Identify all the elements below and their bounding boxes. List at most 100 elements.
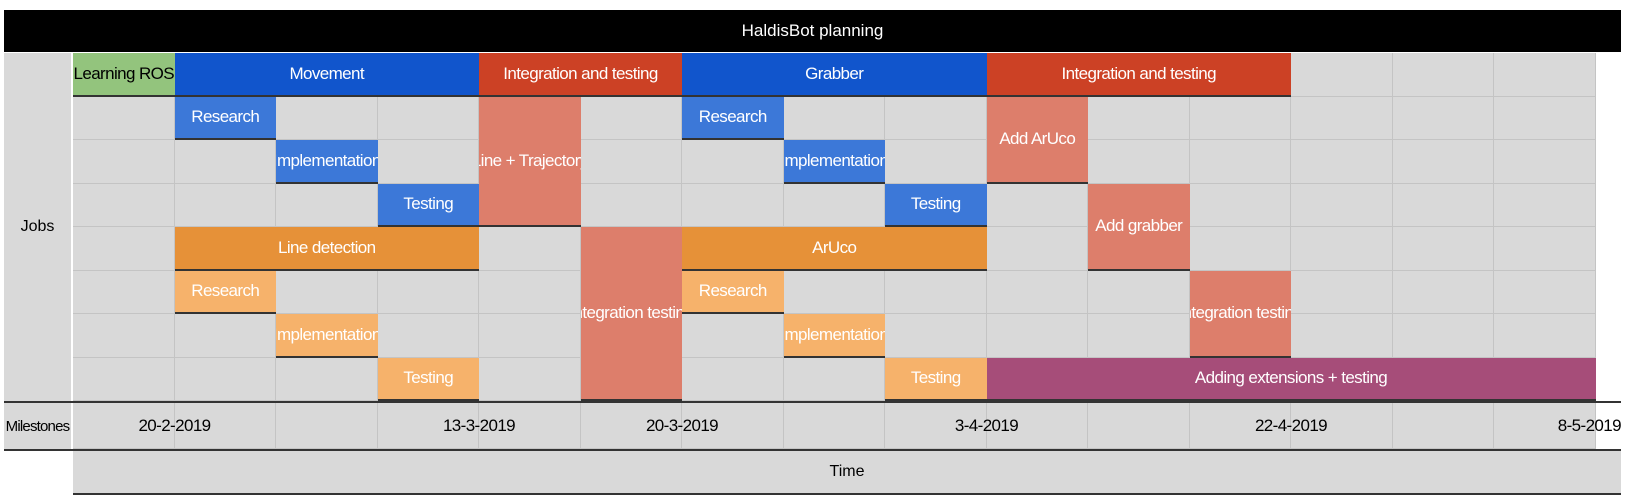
- grid-cell: [1291, 183, 1393, 227]
- milestone-cell: [377, 403, 479, 449]
- grid-cell: [986, 270, 1088, 314]
- grid-cell: [73, 183, 175, 227]
- grid-cell: [1291, 96, 1393, 140]
- milestone-cell: [580, 403, 682, 449]
- grid-cell: [1494, 270, 1596, 314]
- grid-cell: [580, 183, 682, 227]
- grid-cell: [276, 183, 378, 227]
- milestone-cell: [1189, 403, 1291, 449]
- milestone-cell: [276, 403, 378, 449]
- grid-cell: [1291, 227, 1393, 271]
- grid-cell: [1392, 270, 1494, 314]
- task-bar: Integration and testing: [479, 53, 682, 97]
- grid-cell: [885, 96, 987, 140]
- grid-cell: [1189, 227, 1291, 271]
- task-bar: Learning ROS: [73, 53, 175, 97]
- grid-cell: [1392, 183, 1494, 227]
- milestone-cell: [783, 403, 885, 449]
- grid-cell: [1291, 53, 1393, 97]
- grid-cell: [682, 357, 784, 401]
- grid-cell: [276, 96, 378, 140]
- grid-cell: [174, 357, 276, 401]
- grid-cell: [1291, 270, 1393, 314]
- grid-cell: [885, 140, 987, 184]
- grid-cell: [73, 140, 175, 184]
- separator-line: [73, 493, 1621, 495]
- grid-cell: [377, 314, 479, 358]
- grid-cell: [1392, 227, 1494, 271]
- grid-cell: [73, 357, 175, 401]
- grid-cell: [783, 96, 885, 140]
- grid-cell: [73, 314, 175, 358]
- milestone-cell: [1291, 403, 1393, 449]
- grid-cell: [1088, 270, 1190, 314]
- task-bar: Research: [682, 270, 784, 314]
- milestone-date: 20-2-2019: [138, 416, 211, 435]
- milestone-cell: [1392, 403, 1494, 449]
- grid-cell: [682, 183, 784, 227]
- separator-line: [4, 401, 1621, 403]
- grid-cell: [986, 227, 1088, 271]
- grid-cell: [174, 314, 276, 358]
- grid-cell: [1088, 140, 1190, 184]
- grid-cell: [377, 140, 479, 184]
- grid-cell: [1088, 314, 1190, 358]
- task-bar: Grabber: [682, 53, 987, 97]
- grid-cell: [73, 270, 175, 314]
- milestone-date: 3-4-2019: [954, 416, 1019, 435]
- task-bar: Implementation: [783, 314, 885, 358]
- milestone-date: 8-5-2019: [1557, 416, 1622, 435]
- grid-cell: [479, 270, 581, 314]
- grid-cell: [1494, 53, 1596, 97]
- task-bar: Add grabber: [1088, 183, 1190, 271]
- task-bar: Integration and testing: [986, 53, 1291, 97]
- task-bar: Line detection: [174, 227, 479, 271]
- grid-cell: [682, 314, 784, 358]
- task-bar: Testing: [377, 357, 479, 401]
- grid-cell: [1392, 140, 1494, 184]
- grid-cell: [276, 357, 378, 401]
- grid-cell: [73, 227, 175, 271]
- grid-cell: [479, 227, 581, 271]
- time-axis-label: Time: [73, 451, 1621, 493]
- grid-cell: [580, 96, 682, 140]
- grid-cell: [885, 314, 987, 358]
- task-bar: Research: [174, 270, 276, 314]
- grid-cell: [174, 140, 276, 184]
- milestone-date: 22-4-2019: [1254, 416, 1328, 435]
- task-bar: ArUco: [682, 227, 987, 271]
- milestone-date: 20-3-2019: [645, 416, 719, 435]
- chart-title: HaldisBot planning: [4, 10, 1621, 52]
- grid-cell: [885, 270, 987, 314]
- grid-cell: [1189, 140, 1291, 184]
- grid-cell: [783, 357, 885, 401]
- grid-cell: [1189, 96, 1291, 140]
- grid-cell: [1494, 314, 1596, 358]
- grid-cell: [1291, 314, 1393, 358]
- grid-cell: [580, 140, 682, 184]
- task-bar: Testing: [885, 357, 987, 401]
- task-bar: Research: [682, 96, 784, 140]
- milestone-cell: [1088, 403, 1190, 449]
- grid-cell: [986, 314, 1088, 358]
- task-bar: Add ArUco: [986, 96, 1088, 184]
- grid-cell: [377, 270, 479, 314]
- milestone-cell: [986, 403, 1088, 449]
- milestone-cell: [1494, 403, 1596, 449]
- task-bar: Line + Trajectory: [479, 96, 581, 227]
- jobs-row-label: Jobs: [4, 53, 71, 401]
- grid-cell: [1494, 140, 1596, 184]
- grid-cell: [377, 96, 479, 140]
- grid-cell: [1392, 314, 1494, 358]
- task-bar: Integration testing: [580, 227, 682, 401]
- milestone-cell: [479, 403, 581, 449]
- milestones-row-label: Milestones: [4, 403, 71, 449]
- task-bar: Implementation: [783, 140, 885, 184]
- grid-cell: [479, 314, 581, 358]
- milestone-cell: [73, 403, 175, 449]
- separator-line: [4, 449, 1621, 451]
- milestone-cell: [885, 403, 987, 449]
- grid-cell: [1392, 53, 1494, 97]
- grid-cell: [276, 270, 378, 314]
